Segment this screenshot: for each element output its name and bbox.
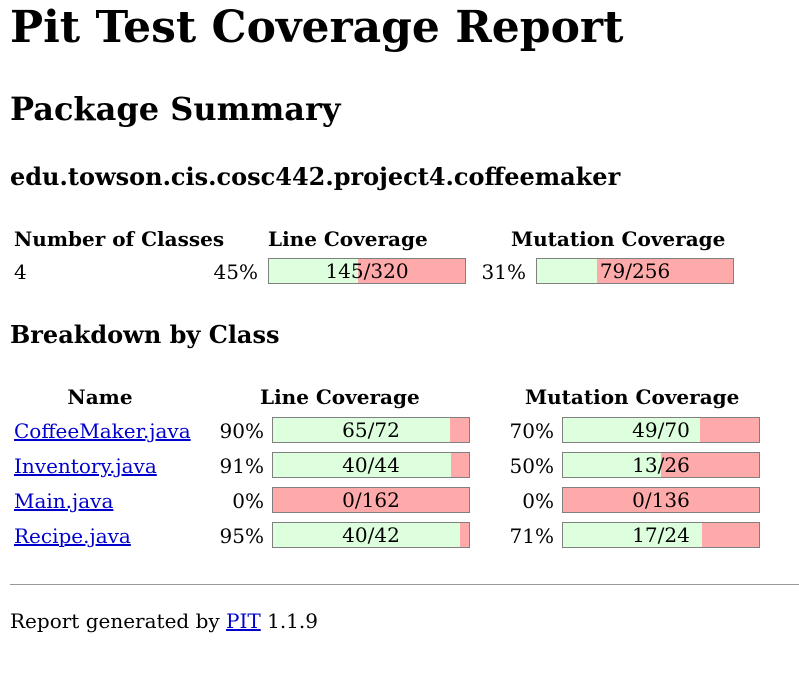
line-coverage-bar: 0/162 — [272, 487, 470, 513]
line-coverage-fill — [273, 523, 460, 547]
line-coverage-percent: 95% — [219, 524, 264, 548]
mutation-coverage-fill — [563, 418, 701, 442]
mutation-coverage-label: 0/136 — [632, 488, 690, 512]
line-coverage-fill — [269, 259, 358, 283]
footer-version: 1.1.9 — [267, 609, 318, 633]
line-coverage-bar: 65/72 — [272, 417, 470, 443]
line-coverage-label: 40/42 — [342, 523, 400, 547]
line-coverage-percent: 90% — [219, 419, 264, 443]
breakdown-heading: Breakdown by Class — [10, 320, 280, 349]
mutation-coverage-label: 13/26 — [632, 453, 690, 477]
header-name: Name — [67, 385, 133, 409]
header-line-coverage: Line Coverage — [260, 385, 420, 409]
mutation-coverage-fill — [537, 259, 598, 283]
class-link-inventory[interactable]: Inventory.java — [14, 454, 157, 478]
line-coverage-label: 40/44 — [342, 453, 400, 477]
number-of-classes-value: 4 — [14, 260, 27, 284]
mutation-coverage-label: 17/24 — [632, 523, 690, 547]
mutation-coverage-bar: 79/256 — [536, 258, 734, 284]
page-title: Pit Test Coverage Report — [10, 2, 624, 53]
mutation-coverage-bar: 49/70 — [562, 417, 760, 443]
line-coverage-label: 145/320 — [325, 259, 409, 283]
line-coverage-percent: 0% — [232, 489, 264, 513]
mutation-coverage-bar: 13/26 — [562, 452, 760, 478]
class-link-recipe[interactable]: Recipe.java — [14, 524, 131, 548]
line-coverage-fill — [273, 453, 452, 477]
mutation-coverage-label: 49/70 — [632, 418, 690, 442]
line-coverage-bar: 145/320 — [268, 258, 466, 284]
package-summary-heading: Package Summary — [10, 90, 341, 128]
mutation-coverage-percent: 31% — [481, 260, 526, 284]
line-coverage-label: 0/162 — [342, 488, 400, 512]
footer-divider — [10, 584, 799, 585]
line-coverage-bar: 40/42 — [272, 522, 470, 548]
mutation-coverage-percent: 70% — [509, 419, 554, 443]
line-coverage-percent: 91% — [219, 454, 264, 478]
header-number-of-classes: Number of Classes — [14, 227, 225, 251]
package-name: edu.towson.cis.cosc442.project4.coffeema… — [10, 162, 621, 191]
mutation-coverage-label: 79/256 — [599, 259, 671, 283]
line-coverage-label: 65/72 — [342, 418, 400, 442]
header-mutation-coverage: Mutation Coverage — [525, 385, 740, 409]
header-mutation-coverage: Mutation Coverage — [511, 227, 726, 251]
mutation-coverage-bar: 0/136 — [562, 487, 760, 513]
line-coverage-bar: 40/44 — [272, 452, 470, 478]
line-coverage-fill — [273, 418, 450, 442]
class-link-main[interactable]: Main.java — [14, 489, 114, 513]
mutation-coverage-fill — [563, 453, 661, 477]
line-coverage-percent: 45% — [213, 260, 258, 284]
mutation-coverage-percent: 50% — [509, 454, 554, 478]
mutation-coverage-percent: 0% — [522, 489, 554, 513]
mutation-coverage-bar: 17/24 — [562, 522, 760, 548]
mutation-coverage-percent: 71% — [509, 524, 554, 548]
class-link-coffeemaker[interactable]: CoffeeMaker.java — [14, 419, 191, 443]
pit-link[interactable]: PIT — [226, 609, 261, 633]
footer-prefix: Report generated by — [10, 609, 220, 633]
header-line-coverage: Line Coverage — [268, 227, 428, 251]
mutation-coverage-fill — [563, 523, 702, 547]
footer: Report generated by PIT 1.1.9 — [10, 609, 318, 633]
